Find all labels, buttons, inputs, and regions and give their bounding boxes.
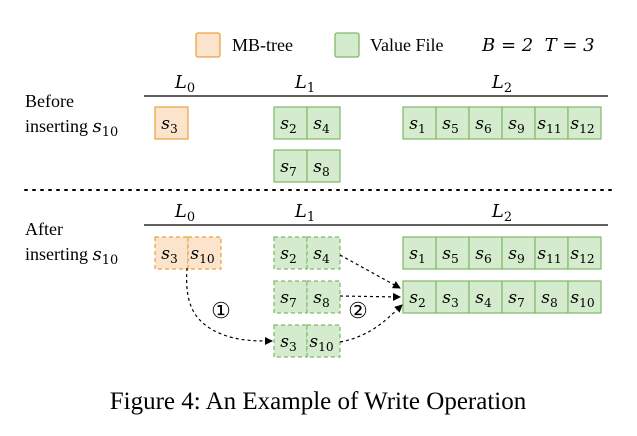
key-label-s3: s3 — [161, 244, 178, 266]
key-cell — [402, 280, 437, 314]
key-cell — [534, 236, 569, 270]
key-cell — [402, 236, 437, 270]
key-label-s5: s5 — [442, 114, 459, 136]
level-label-l0: L0 — [174, 201, 195, 225]
key-cell — [273, 324, 308, 358]
key-label-s1: s1 — [409, 114, 426, 136]
key-label-s12: s12 — [570, 114, 594, 136]
key-cell — [154, 106, 189, 140]
key-cell — [567, 106, 602, 140]
key-cell — [501, 280, 536, 314]
before-l1-file-2: s7 s8 — [273, 149, 341, 183]
level-header-top: L0 L1 L2 — [174, 72, 512, 96]
key-cell — [567, 280, 602, 314]
after-l0-mbtree: s3 s10 — [154, 236, 222, 270]
key-label-s3: s3 — [442, 288, 459, 310]
key-cell — [435, 280, 470, 314]
key-cell — [273, 149, 308, 183]
legend-value-file-swatch — [334, 32, 360, 58]
key-cell — [306, 324, 341, 358]
level-label-l0: L0 — [174, 72, 195, 96]
key-label-s10: s10 — [190, 244, 214, 266]
key-cell — [306, 236, 341, 270]
key-label-s4: s4 — [313, 114, 330, 136]
after-l1-file-2: s7 s8 — [273, 280, 341, 314]
figure-caption: Figure 4: An Example of Write Operation — [110, 388, 527, 415]
before-l1-file-1: s2 s4 — [273, 106, 341, 140]
merge-arrow-from-s3s10 — [339, 304, 403, 343]
key-label-s11: s11 — [537, 114, 561, 136]
after-l1-file-1: s2 s4 — [273, 236, 341, 270]
flush-arrow — [186, 267, 273, 345]
key-label-s10: s10 — [570, 288, 594, 310]
before-l2-file-1: s1 s5 s6 s9 s11 s12 — [402, 106, 602, 140]
key-cell — [501, 236, 536, 270]
level-label-l1: L1 — [294, 201, 315, 225]
key-label-s9: s9 — [508, 114, 525, 136]
key-label-s3: s3 — [280, 332, 297, 354]
key-cell — [534, 106, 569, 140]
legend-mbtree-label: MB-tree — [232, 35, 293, 55]
before-l0-mbtree: s3 — [154, 106, 189, 140]
level-label-l2: L2 — [491, 72, 512, 96]
before-label-line1: Before — [25, 91, 74, 111]
legend-mbtree-swatch — [195, 32, 221, 58]
legend-params: B = 2 T = 3 — [481, 35, 595, 56]
before-inserted-key: s10 — [93, 116, 119, 140]
key-label-s10: s10 — [309, 332, 333, 354]
key-label-s8: s8 — [313, 157, 330, 179]
key-label-s6: s6 — [475, 114, 492, 136]
key-cell — [306, 280, 341, 314]
key-label-s4: s4 — [313, 244, 330, 266]
key-cell — [501, 106, 536, 140]
key-label-s8: s8 — [541, 288, 558, 310]
key-cell — [468, 280, 503, 314]
key-cell — [306, 149, 341, 183]
after-label-line2: inserting s10 — [25, 244, 118, 268]
level-header-bottom: L0 L1 L2 — [174, 201, 512, 225]
key-cell — [402, 106, 437, 140]
level-label-l1: L1 — [294, 72, 315, 96]
key-label-s5: s5 — [442, 244, 459, 266]
after-l1-file-3: s3 s10 — [273, 324, 341, 358]
key-label-s2: s2 — [409, 288, 426, 310]
key-cell — [567, 236, 602, 270]
key-label-s9: s9 — [508, 244, 525, 266]
legend-value-file-label: Value File — [370, 35, 444, 55]
level-label-l2: L2 — [491, 201, 512, 225]
key-cell — [435, 106, 470, 140]
key-label-s2: s2 — [280, 114, 297, 136]
key-cell — [306, 106, 341, 140]
after-l2-file-2: s2 s3 s4 s7 s8 s10 — [402, 280, 602, 314]
key-label-s6: s6 — [475, 244, 492, 266]
key-label-s7: s7 — [280, 288, 297, 310]
after-l2-file-1: s1 s5 s6 s9 s11 s12 — [402, 236, 602, 270]
step-1-marker: ① — [211, 298, 231, 323]
key-label-s8: s8 — [313, 288, 330, 310]
key-label-s2: s2 — [280, 244, 297, 266]
key-label-s1: s1 — [409, 244, 426, 266]
merge-arrow-from-s7s8 — [339, 292, 401, 301]
key-cell — [187, 236, 222, 270]
key-cell — [468, 236, 503, 270]
key-cell — [273, 280, 308, 314]
key-label-s11: s11 — [537, 244, 561, 266]
key-label-s7: s7 — [508, 288, 525, 310]
merge-arrow-from-s2s4 — [339, 254, 401, 289]
key-label-s4: s4 — [475, 288, 492, 310]
after-label-line1: After — [25, 219, 63, 239]
key-label-s3: s3 — [161, 114, 178, 136]
before-label-line2: inserting s10 — [25, 116, 118, 140]
step-2-marker: ② — [348, 298, 368, 323]
key-label-s12: s12 — [570, 244, 594, 266]
key-label-s7: s7 — [280, 157, 297, 179]
after-inserted-key: s10 — [93, 244, 119, 268]
